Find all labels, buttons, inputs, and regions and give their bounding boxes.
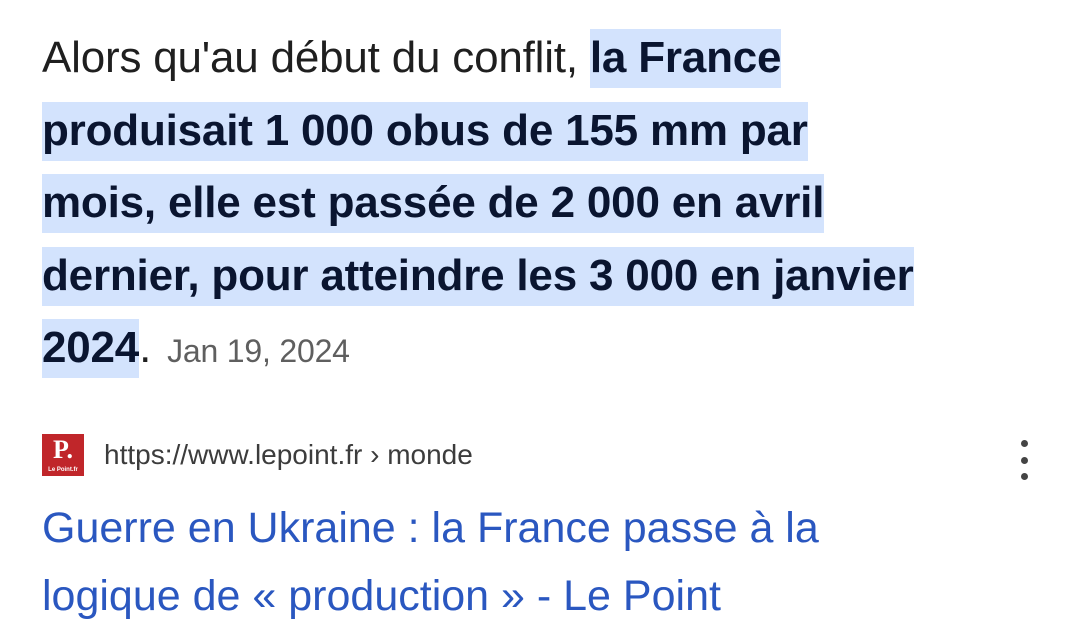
snippet-line: 2024. Jan 19, 2024 [42, 312, 1052, 388]
snippet-highlight: dernier, pour atteindre les 3 000 en jan… [42, 246, 914, 306]
title-line[interactable]: logique de « production » - Le Point [42, 572, 721, 620]
snippet-highlight: la France [589, 29, 781, 88]
snippet-highlight: mois, elle est passée de 2 000 en avril [42, 174, 824, 233]
more-vertical-icon[interactable] [1014, 440, 1034, 480]
featured-snippet: Alors qu'au début du conflit, la France … [42, 22, 1052, 388]
snippet-line: produisait 1 000 obus de 155 mm par [42, 95, 1052, 168]
lepoint-favicon-icon: P. Le Point.fr [42, 434, 84, 476]
snippet-highlight: 2024 [42, 319, 139, 378]
result-url[interactable]: https://www.lepoint.fr › monde [104, 439, 473, 470]
snippet-line: mois, elle est passée de 2 000 en avril [42, 167, 1052, 240]
snippet-text: Alors qu'au début du conflit, [42, 33, 590, 82]
snippet-line: dernier, pour atteindre les 3 000 en jan… [42, 240, 1052, 313]
result-source[interactable]: P. Le Point.fr https://www.lepoint.fr › … [42, 434, 473, 476]
snippet-text: . [139, 323, 152, 372]
title-line[interactable]: Guerre en Ukraine : la France passe à la [42, 504, 819, 552]
snippet-date: Jan 19, 2024 [167, 333, 350, 369]
favicon-letter: P. [53, 435, 73, 464]
result-title-link[interactable]: Guerre en Ukraine : la France passe à la… [42, 494, 1052, 630]
snippet-line: Alors qu'au début du conflit, la France [42, 22, 1052, 95]
favicon-caption: Le Point.fr [48, 467, 78, 473]
snippet-highlight: produisait 1 000 obus de 155 mm par [42, 101, 808, 161]
